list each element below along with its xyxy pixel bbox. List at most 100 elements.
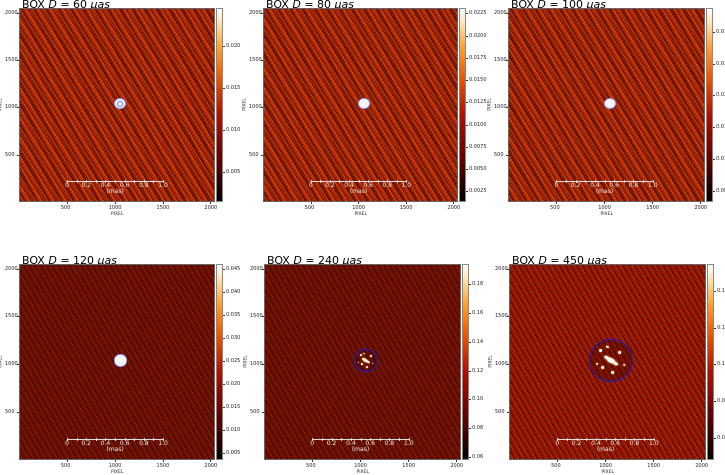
scalebar-tick-label: 1.0 <box>404 440 414 447</box>
x-tick <box>653 460 655 462</box>
x-tick <box>162 460 164 462</box>
y-tick-label: 1000 <box>249 104 262 111</box>
y-tick-label: 500 <box>5 409 15 416</box>
scalebar-tick <box>331 438 333 441</box>
colorbar-tick-label: 0.06 <box>717 434 725 441</box>
heatmap-image <box>508 8 705 202</box>
title-var: D <box>537 0 546 11</box>
scalebar-tick <box>586 438 588 441</box>
heatmap-image <box>264 264 461 460</box>
colorbar-tick-label: 0.10 <box>717 361 725 368</box>
scalebar-tick-label: 0 <box>555 440 560 447</box>
colorbar-tick-label: 0.015 <box>226 403 241 410</box>
scalebar-label: (mas) <box>351 446 370 453</box>
scalebar-tick <box>624 438 626 441</box>
y-tick-label: 1500 <box>249 56 262 63</box>
x-tick <box>453 202 455 204</box>
colorbar-tick <box>714 291 716 293</box>
scalebar-tick <box>358 180 360 183</box>
scalebar-tick-label: 0.6 <box>363 182 373 189</box>
colorbar-tick <box>466 191 468 193</box>
scalebar-line <box>312 439 409 440</box>
y-tick <box>507 364 509 366</box>
scalebar-tick <box>105 180 107 183</box>
x-tick <box>162 202 164 204</box>
y-axis-label: PIXEL <box>487 98 493 111</box>
scalebar-tick-label: 1.0 <box>401 182 412 189</box>
heatmap-image <box>19 8 215 202</box>
scalebar-tick-label: 0.6 <box>610 440 620 447</box>
colorbar-tick <box>713 158 715 160</box>
x-tick-label: 1000 <box>108 463 122 469</box>
box-circle <box>117 100 124 107</box>
scalebar-tick <box>605 438 607 441</box>
x-tick <box>66 460 68 462</box>
colorbar-tick-label: 0.010 <box>226 427 241 434</box>
scalebar-tick <box>368 180 370 183</box>
scalebar-tick-label: 1.0 <box>158 440 168 447</box>
y-tick-label: 1500 <box>495 313 508 320</box>
colorbar-tick-label: 0.035 <box>226 311 241 318</box>
title-value: = 60 <box>60 0 88 11</box>
colorbar-tick-label: 0.025 <box>716 60 725 67</box>
scalebar-tick-label: 0.6 <box>609 182 619 189</box>
colorbar-tick-label: 0.14 <box>717 288 725 295</box>
y-tick <box>17 364 19 366</box>
colorbar-tick <box>466 80 468 82</box>
scalebar-tick-label: 0.4 <box>100 182 111 189</box>
x-tick <box>312 460 314 462</box>
y-axis-label: PIXEL <box>243 355 249 368</box>
colorbar-tick <box>466 57 468 59</box>
scalebar-tick <box>143 180 145 183</box>
x-tick-label: 1500 <box>156 205 170 211</box>
scalebar-tick-label: 0.4 <box>344 182 354 189</box>
x-tick <box>652 202 654 204</box>
scalebar-tick <box>76 438 78 441</box>
scalebar-tick <box>594 180 596 183</box>
title-var: D <box>48 0 57 11</box>
scalebar-tick <box>153 438 155 441</box>
scalebar-tick <box>115 180 117 183</box>
title-value: = 120 <box>60 254 95 267</box>
scalebar-tick <box>615 438 617 441</box>
y-tick-label: 500 <box>249 151 259 158</box>
title-unit: μas <box>342 254 363 267</box>
scalebar-tick <box>67 438 69 441</box>
y-tick <box>17 316 19 318</box>
y-tick-label: 2000 <box>494 9 507 16</box>
colorbar-tick-label: 0.020 <box>226 43 241 50</box>
y-tick <box>506 12 508 14</box>
x-tick-label: 1000 <box>354 463 367 469</box>
colorbar-tick <box>466 13 468 15</box>
colorbar-tick <box>223 453 225 455</box>
title-unit: μas <box>90 0 111 11</box>
colorbar-tick <box>466 124 468 126</box>
y-tick <box>506 107 508 109</box>
scalebar-tick-label: 0.4 <box>346 440 356 447</box>
x-tick <box>114 460 116 462</box>
title-prefix: BOX <box>266 0 289 11</box>
x-tick-label: 2000 <box>204 463 218 469</box>
x-axis-label: PIXEL <box>600 212 613 217</box>
colorbar-tick-label: 0.0225 <box>469 10 487 17</box>
y-axis-label: PIXEL <box>0 98 4 111</box>
scalebar-tick <box>566 438 568 441</box>
title-unit: μas <box>586 0 607 11</box>
scalebar-tick-label: 0.8 <box>629 440 640 447</box>
x-tick-label: 500 <box>60 205 71 211</box>
colorbar-tick <box>223 46 225 48</box>
scalebar-tick-label: 0 <box>308 182 313 189</box>
x-tick-label: 500 <box>306 463 316 469</box>
scalebar-tick <box>350 438 352 441</box>
colorbar-tick <box>223 88 225 90</box>
colorbar-tick <box>466 169 468 171</box>
scalebar-tick <box>95 180 97 183</box>
scalebar-tick <box>341 438 343 441</box>
scalebar-label: (mas) <box>595 188 614 195</box>
colorbar-tick-label: 0.16 <box>472 310 484 316</box>
colorbar-tick-label: 0.08 <box>472 425 484 432</box>
x-tick <box>556 202 558 204</box>
scalebar-tick-label: 0.4 <box>590 182 600 189</box>
y-tick-label: 1500 <box>250 313 263 320</box>
x-tick-label: 1500 <box>156 463 170 469</box>
